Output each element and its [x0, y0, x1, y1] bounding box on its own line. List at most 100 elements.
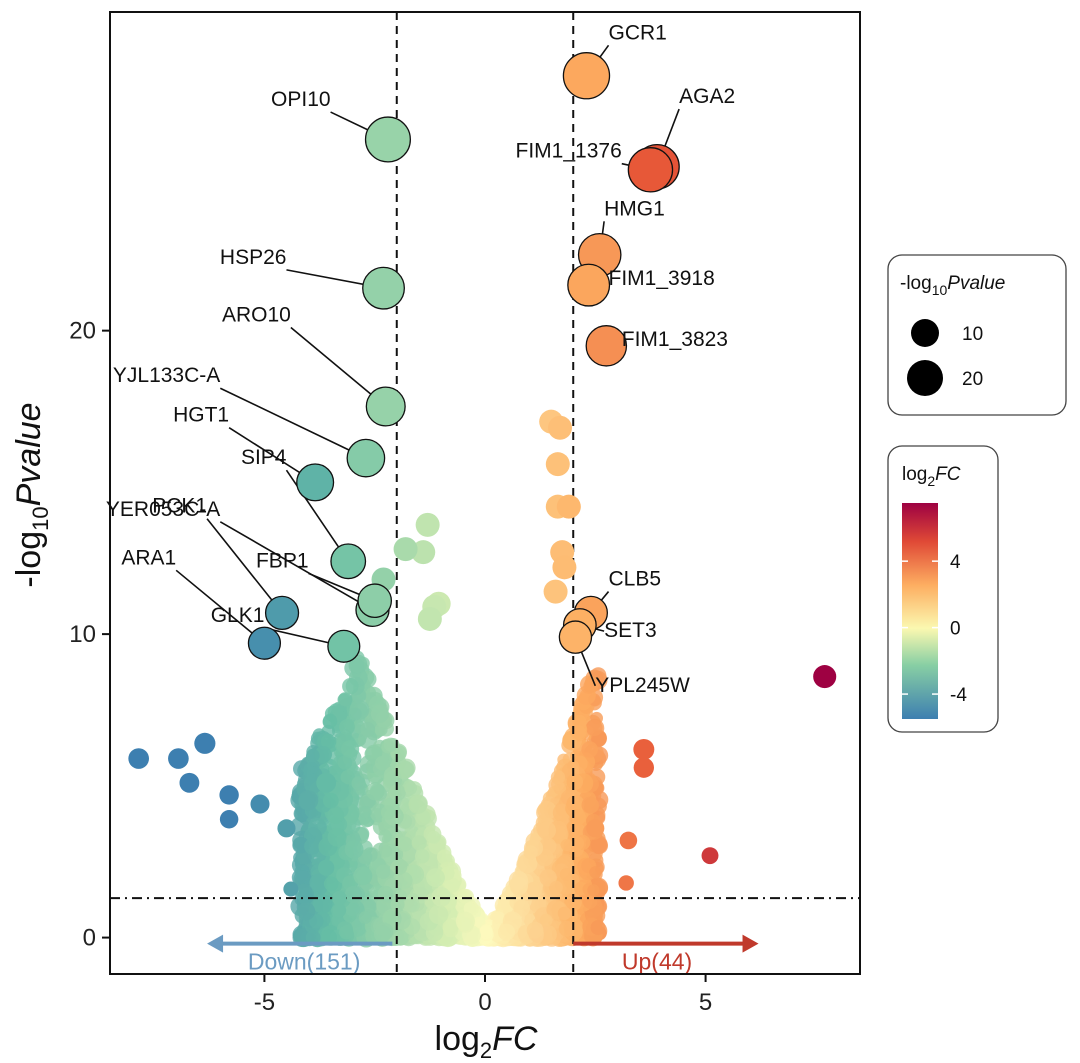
bulk-point — [404, 781, 418, 795]
bulk-point — [366, 782, 385, 801]
bulk-point — [296, 849, 312, 865]
bulk-point — [306, 748, 320, 763]
bulk-point — [380, 805, 396, 820]
bulk-point — [375, 864, 391, 879]
y-tick-label: 20 — [69, 318, 96, 345]
x-axis: -5 0 5 — [254, 974, 712, 1016]
bulk-point — [590, 836, 607, 854]
bulk-point — [428, 904, 449, 925]
down-count-label: Down(151) — [248, 949, 361, 975]
bulk-point — [327, 827, 347, 847]
bulk-point — [513, 899, 530, 917]
labeled-point — [585, 325, 628, 367]
bulk-point — [581, 796, 599, 814]
scatter-point — [415, 512, 440, 537]
gene-label: OPI10 — [271, 88, 331, 111]
color-legend: log2FC 4 0 -4 — [887, 445, 999, 733]
bulk-point — [569, 809, 586, 826]
leader-line — [219, 521, 373, 611]
scatter-point — [813, 665, 837, 689]
scatter-point — [618, 875, 634, 891]
bulk-point — [383, 737, 398, 752]
scatter-point — [332, 890, 347, 906]
bulk-point — [570, 724, 586, 740]
bulk-point — [559, 868, 573, 881]
labeled-point — [362, 266, 405, 310]
gene-label: PCK1 — [152, 495, 207, 518]
scatter-point — [411, 540, 436, 565]
gene-label: FIM1_3918 — [609, 267, 715, 290]
gene-label: AGA2 — [679, 85, 735, 108]
bulk-point — [526, 921, 544, 939]
bulk-point — [370, 704, 389, 723]
bulk-point — [473, 916, 486, 929]
gene-label: SET3 — [604, 619, 657, 642]
gene-labels: GCR1 OPI10 AGA2 FIM1_1376 HMG1 HSP26 FIM1_3918… — [106, 21, 735, 696]
bulk-point — [427, 830, 441, 844]
x-tick-label: 5 — [699, 989, 712, 1016]
bulk-point — [426, 868, 445, 888]
bulk-point — [323, 876, 339, 892]
bulk-point — [539, 913, 553, 927]
size-legend-swatch — [907, 360, 943, 396]
bulk-point — [494, 896, 514, 915]
labeled-point — [567, 263, 611, 307]
scatter-point — [318, 859, 335, 876]
bulk-point — [431, 887, 452, 907]
bulk-point — [389, 784, 406, 801]
bulk-point — [523, 845, 538, 860]
bulk-point — [508, 870, 529, 891]
labeled-point — [330, 543, 367, 580]
bulk-point — [492, 911, 506, 924]
bulk-point — [395, 871, 413, 890]
y-tick-label: 10 — [69, 621, 96, 648]
scatter-point — [619, 831, 638, 850]
bulk-point — [359, 806, 372, 819]
bulk-point — [358, 911, 372, 924]
size-legend-label: 20 — [962, 369, 983, 390]
size-legend-title: -log10Pvalue — [900, 273, 1005, 298]
scatter-point — [128, 748, 150, 769]
x-tick-label: 0 — [478, 989, 491, 1016]
scatter-point — [556, 494, 581, 519]
bulk-point — [339, 719, 355, 735]
bulk-point — [305, 930, 321, 945]
bulk-point — [408, 795, 428, 814]
y-tick-label: 0 — [83, 925, 96, 952]
scatter-point — [548, 415, 572, 440]
bulk-point — [414, 848, 430, 864]
bulk-point — [353, 866, 373, 886]
color-legend-label: 4 — [950, 552, 961, 573]
color-legend-title: log2FC — [902, 464, 961, 489]
bulk-point — [341, 739, 360, 759]
labeled-point — [296, 463, 335, 502]
bulk-point — [360, 722, 376, 737]
bulk-point — [344, 840, 364, 859]
scatter-point — [179, 772, 200, 793]
bulk-point — [436, 849, 453, 865]
bulk-point — [411, 835, 427, 851]
scatter-point — [633, 738, 655, 760]
scatter-point — [552, 555, 577, 580]
bulk-point — [463, 902, 477, 915]
scatter-point — [283, 881, 299, 897]
gene-label: HSP26 — [220, 246, 287, 269]
labeled-point — [327, 629, 361, 663]
bulk-point — [391, 858, 408, 875]
plot-background — [110, 12, 860, 974]
bulk-point — [379, 845, 393, 858]
labeled-gene-points — [247, 52, 680, 663]
labeled-point — [364, 116, 412, 163]
labeled-point — [627, 147, 674, 193]
x-axis-title: log2FC — [435, 1020, 538, 1063]
size-legend: -log10Pvalue 10 20 — [887, 254, 1067, 416]
color-legend-label: -4 — [950, 685, 967, 706]
scatter-point — [316, 772, 337, 793]
bulk-point — [339, 925, 354, 940]
bulk-point — [298, 890, 314, 906]
gene-label: SIP4 — [241, 446, 287, 469]
labeled-point — [558, 620, 593, 654]
scatter-point — [417, 606, 442, 631]
y-axis: 0 10 20 — [69, 318, 110, 952]
